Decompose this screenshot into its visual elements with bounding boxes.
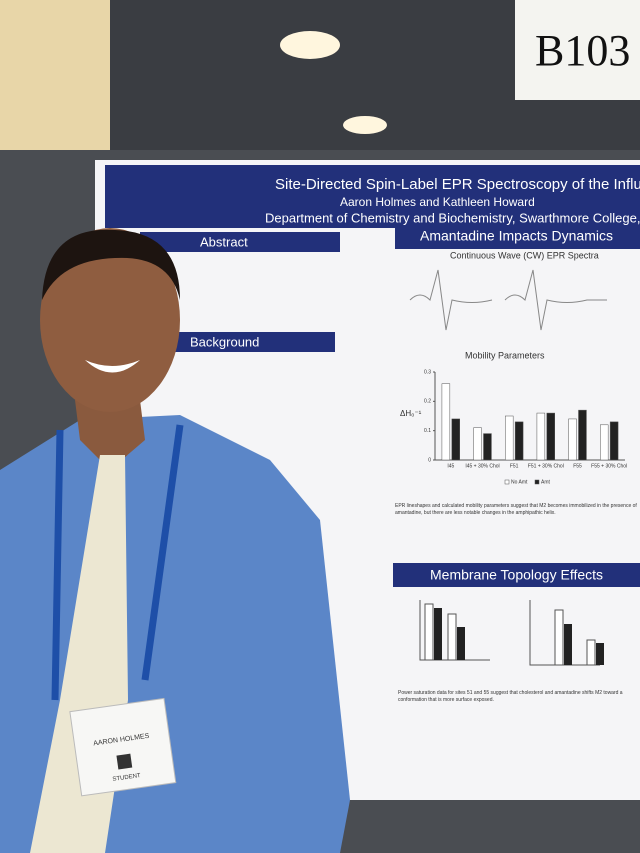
smile [85, 360, 140, 373]
section-title: Background [190, 334, 259, 349]
lanyard [51, 424, 184, 701]
figure-bar [424, 603, 434, 661]
poster-affiliation: Department of Chemistry and Biochemistry… [265, 210, 640, 225]
x-tick-label: F51 + 30% Chol [528, 463, 564, 469]
section-banner [395, 225, 640, 249]
legend-label: No Amt [511, 479, 528, 485]
neck [75, 400, 145, 470]
figure-bar [447, 613, 457, 661]
section-title: Amantadine Impacts Dynamics [420, 228, 613, 244]
x-tick-label: F55 [573, 463, 582, 469]
x-tick-label: I45 + 30% Chol [465, 463, 499, 469]
title-banner [105, 165, 640, 228]
sign-board [515, 0, 640, 100]
badge-card [69, 697, 177, 797]
legend-swatch [504, 479, 510, 485]
section-banner [140, 232, 340, 252]
poster-authors: Aaron Holmes and Kathleen Howard [340, 195, 535, 209]
figure-bar [457, 627, 465, 660]
bar [578, 409, 587, 461]
sign-text: B103 [535, 26, 630, 75]
y-tick-label: 0.1 [424, 428, 431, 434]
legend-label: Amt [541, 479, 551, 485]
y-tick-label: 0 [428, 457, 431, 463]
x-tick-label: F55 + 30% Chol [591, 463, 627, 469]
x-tick-label: I45 [447, 463, 454, 469]
caption-text: Power saturation data for sites 51 and 5… [398, 690, 623, 703]
section-banner [170, 332, 335, 352]
bar [546, 412, 555, 461]
caption: EPR lineshapes and calculated mobility p… [395, 503, 637, 516]
bar [609, 421, 619, 461]
figure-bar [554, 609, 564, 666]
light [280, 31, 340, 59]
bar [505, 415, 514, 461]
section-title: Membrane Topology Effects [430, 567, 603, 583]
epr-spectra [409, 269, 607, 331]
legend-swatch [534, 479, 540, 485]
y-tick-label: 0.2 [424, 399, 431, 405]
face [40, 228, 180, 412]
bar [473, 427, 482, 461]
figure-bar [564, 624, 572, 665]
figure-title: Continuous Wave (CW) EPR Spectra [450, 250, 599, 260]
badge-role: STUDENT [112, 773, 141, 783]
x-tick-label: F51 [510, 463, 519, 469]
bar [441, 383, 451, 461]
hair [42, 229, 180, 300]
mobility-chart: 0 0.1 0.2 0.3 I45 I45 + 30% Chol F51 F51 + 30% … [424, 369, 627, 485]
y-tick-label: 0.3 [424, 369, 431, 375]
badge-qr [116, 753, 133, 770]
figure-title: Mobility Parameters [465, 350, 545, 360]
bar [514, 421, 524, 461]
figure-bar [596, 643, 604, 665]
caption-text: EPR lineshapes and calculated mobility p… [395, 503, 637, 516]
figure-bar [434, 608, 442, 660]
bar [600, 424, 609, 461]
section-title: Abstract [200, 234, 248, 249]
topology-axes [419, 600, 600, 666]
bar [483, 433, 492, 461]
bar [536, 412, 546, 461]
poster-title: Site-Directed Spin-Label EPR Spectroscop… [275, 176, 640, 193]
light [343, 116, 387, 134]
section-banner [393, 563, 640, 587]
bar [451, 418, 461, 461]
y-axis-label: ΔH₀⁻¹ [400, 409, 422, 418]
caption: Power saturation data for sites 51 and 5… [398, 690, 623, 703]
figure-bar [586, 639, 596, 666]
bar [568, 418, 577, 461]
badge: AARON HOLMES STUDENT [69, 697, 177, 797]
